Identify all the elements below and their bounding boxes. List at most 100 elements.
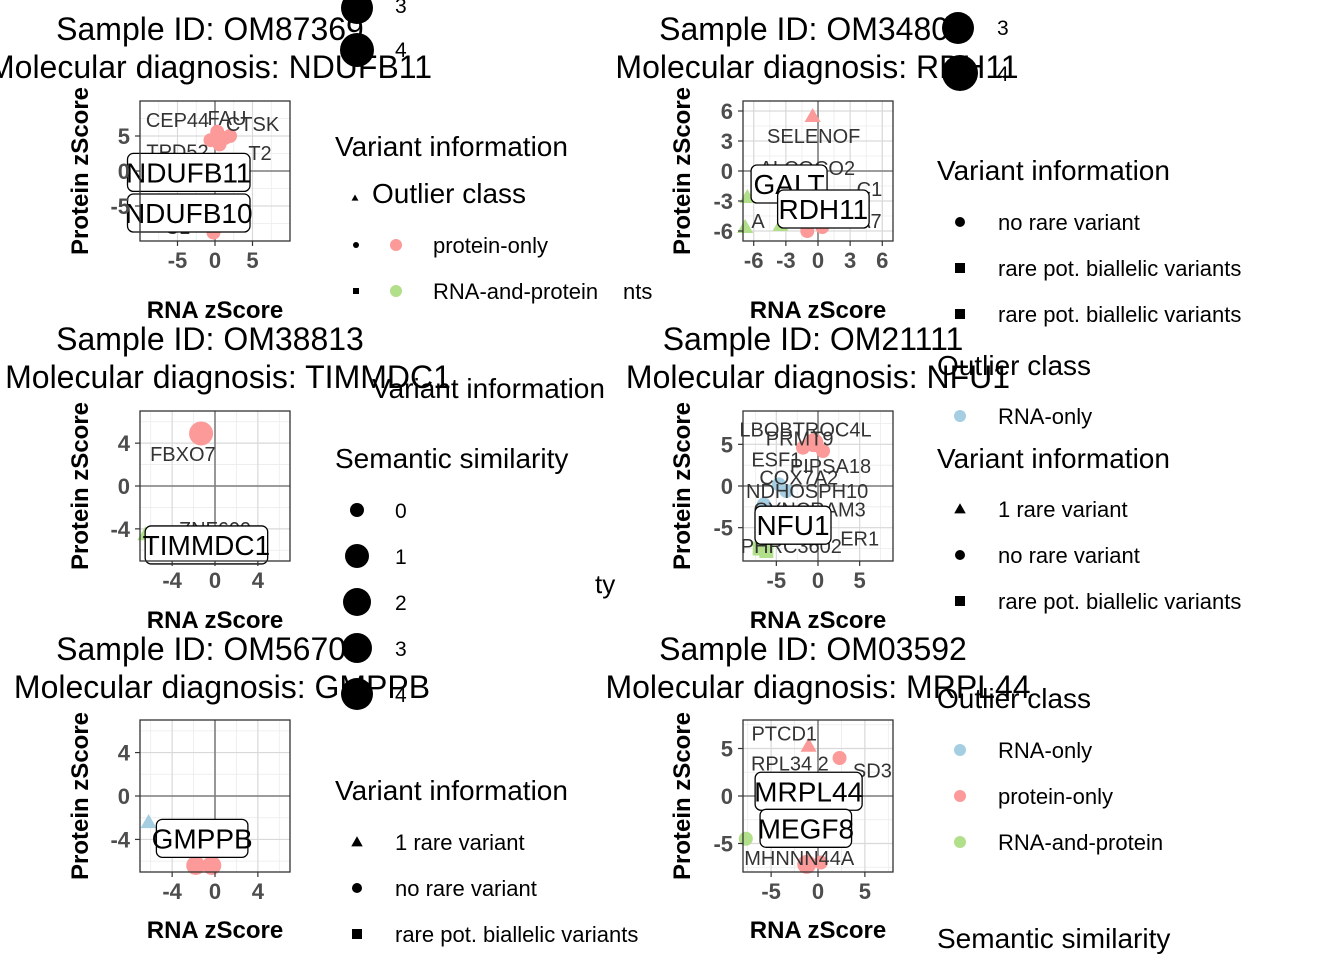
scatter-panel-6: PTCD1 RPL34 2 SD3 MHNNN44A MRPL44 MEGF8 -5 0 5 -5… (605, 631, 1030, 944)
data-point (800, 737, 817, 752)
panel-title: Sample ID: OM56706 (56, 631, 364, 667)
x-tick-label: 0 (209, 568, 221, 593)
point-label: MHNNN44A (744, 848, 855, 870)
legend-item: no rare variant (395, 876, 537, 901)
scatter-panel-1: CEP44FAUCTSKTPD52T2C1NDUFB11NDUFB10-505-… (0, 11, 432, 324)
boxed-gene-label: NDUFB11 (126, 157, 252, 188)
x-tick-label: -4 (162, 568, 182, 593)
x-tick-label: 0 (812, 248, 824, 273)
data-point (759, 544, 774, 558)
data-point (738, 831, 753, 846)
x-tick-label: 0 (812, 879, 824, 904)
legend-title: Outlier class (372, 178, 526, 209)
y-tick-label: 0 (118, 474, 130, 499)
legend-item: RNA-and-protein (998, 830, 1163, 855)
point-label: COX7A2 (759, 468, 838, 490)
legend-title: Variant information (372, 373, 605, 404)
y-axis-title: Protein zScore (67, 402, 94, 570)
point-label: NDHOSPH10 (746, 481, 868, 503)
x-tick-label: -5 (761, 879, 781, 904)
y-tick-label: 4 (118, 741, 131, 766)
data-point (804, 107, 821, 123)
label-box (759, 808, 853, 848)
legend-title: Semantic similarity (937, 923, 1170, 954)
point-label: FAU (208, 108, 247, 130)
y-tick-label: 0 (721, 159, 733, 184)
boxed-gene-label: MEGF8 (758, 813, 854, 844)
legend-item: rare pot. biallelic variants (395, 922, 638, 947)
point-label: T2 (248, 143, 271, 165)
y-tick-label: 4 (118, 431, 131, 456)
panel-title: Sample ID: OM34804 (659, 11, 967, 47)
x-axis-title: RNA zScore (750, 917, 886, 944)
size-legend-label: 1 (395, 546, 407, 569)
size-legend-label: 4 (997, 63, 1009, 86)
point-label: A (751, 211, 765, 233)
label-box (754, 505, 832, 545)
x-axis-title: RNA zScore (147, 917, 283, 944)
point-label: CTSK (226, 114, 280, 136)
legend-item: no rare variant (998, 543, 1140, 568)
legends-group: 3 4 Variant information Outlier class protei… (335, 0, 1241, 954)
x-tick-label: 6 (876, 248, 888, 273)
legend-item: protein-only (433, 233, 548, 258)
legend-key-triangle (954, 503, 966, 514)
point-label: FBXO7 (150, 444, 216, 466)
legend-key-rna-only (954, 410, 966, 422)
panel-title: Sample ID: OM03592 (659, 631, 967, 667)
data-point (797, 854, 817, 874)
data-point (140, 814, 157, 829)
legend-item: RNA-and-protein (433, 279, 598, 304)
data-point (832, 751, 847, 765)
legend-key-dot (353, 242, 359, 248)
legend-item: RNA-only (998, 738, 1092, 763)
data-point (796, 440, 810, 455)
y-tick-label: -6 (713, 219, 733, 244)
x-tick-label: -5 (168, 248, 188, 273)
legend-item: rare pot. biallelic variants (998, 302, 1241, 327)
panel-subtitle: Molecular diagnosis: NFU1 (626, 359, 1010, 395)
x-axis-title: RNA zScore (147, 297, 283, 324)
y-tick-label: 5 (118, 124, 130, 149)
x-axis-title: RNA zScore (750, 607, 886, 634)
boxed-gene-label: TIMMDC1 (143, 530, 271, 561)
size-legend-label: 0 (395, 500, 407, 523)
x-tick-label: -3 (776, 248, 796, 273)
size-legend-key (340, 33, 374, 67)
x-tick-label: 3 (844, 248, 856, 273)
y-tick-label: 6 (721, 99, 733, 124)
y-axis-title: Protein zScore (669, 402, 696, 570)
x-axis-title: RNA zScore (750, 297, 886, 324)
y-axis-title: Protein zScore (67, 712, 94, 880)
boxed-gene-label: MRPL44 (754, 776, 863, 807)
size-legend-key (350, 503, 364, 517)
y-tick-label: 0 (118, 159, 130, 184)
legend-title: Outlier class (937, 350, 1091, 381)
point-label: PRMT9 (766, 429, 834, 451)
boxed-gene-label: GMPPB (152, 823, 253, 854)
y-tick-label: -5 (110, 194, 130, 219)
label-box (144, 525, 269, 565)
legend-key-dot (955, 217, 965, 227)
size-legend-label: 2 (395, 592, 407, 615)
y-tick-label: 5 (721, 737, 733, 762)
label-box (126, 193, 251, 233)
boxed-gene-label: NDUFB10 (125, 198, 253, 229)
boxed-gene-label: RDH11 (778, 194, 868, 225)
point-label: SD3 (853, 760, 892, 782)
label-box (776, 189, 870, 229)
legend-key-triangle (351, 836, 363, 847)
size-legend-key (345, 544, 369, 568)
panel-subtitle: Molecular diagnosis: MRPL44 (605, 669, 1030, 705)
y-tick-label: 5 (721, 432, 733, 457)
data-point (189, 421, 214, 446)
legend-item: rare pot. biallelic variants (998, 589, 1241, 614)
legend-key-square (955, 263, 965, 273)
data-point (202, 855, 222, 875)
panel-title: Sample ID: OM38813 (56, 321, 364, 357)
size-legend-key (942, 55, 978, 91)
legend-item: protein-only (998, 784, 1113, 809)
legend-key-triangle (351, 194, 359, 201)
